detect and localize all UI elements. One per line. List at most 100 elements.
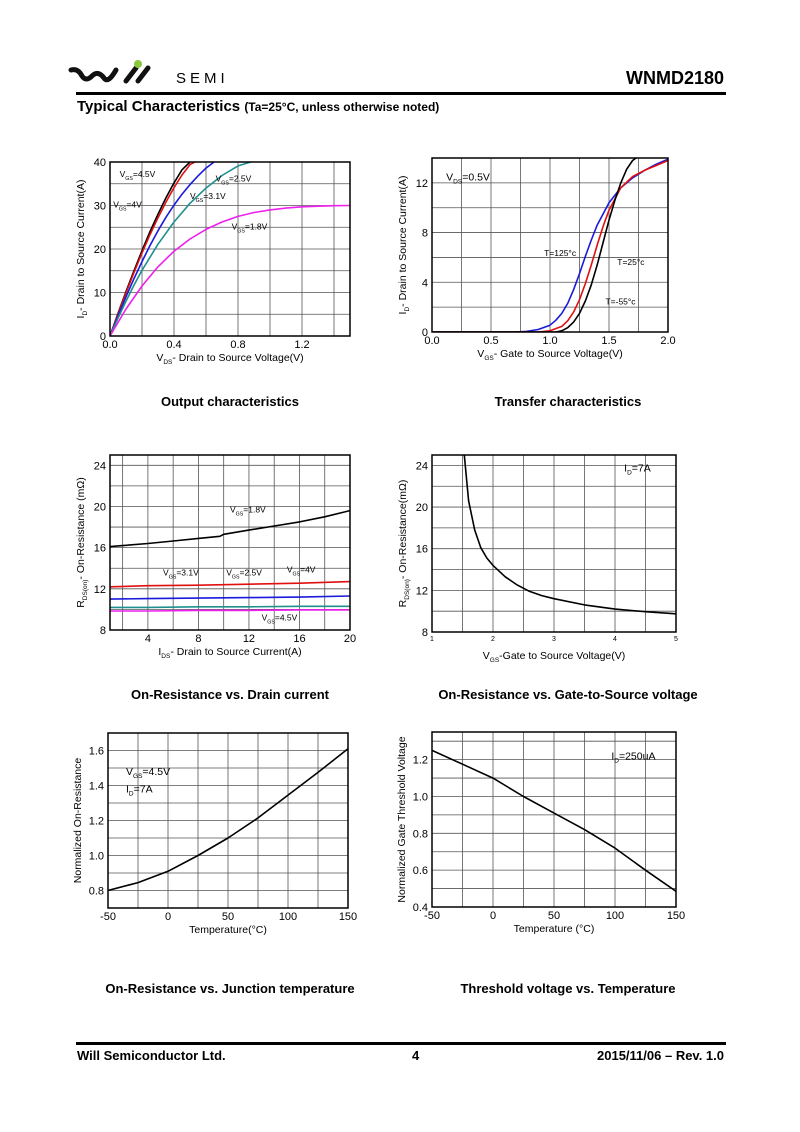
series-line-vgs-3-1v xyxy=(110,162,215,336)
y-tick-label: 16 xyxy=(94,543,106,555)
x-axis-label: Temperature(°C) xyxy=(189,924,267,936)
chart-threshold-vs-temperature: -50 0 50 100 150 0.4 0.6 0.8 1.0 1.2 Temperature (… xyxy=(396,731,685,935)
chart-output-characteristics: 0.0 0.4 0.8 1.2 0 10 20 30 40 VDS- Drain to Sourc… xyxy=(75,157,351,366)
x-tick-label: 20 xyxy=(344,633,356,645)
y-tick-label: 20 xyxy=(94,244,106,256)
y-tick-label: 1.4 xyxy=(89,781,104,793)
series-line-t-25-c xyxy=(432,159,668,332)
plot-frame xyxy=(109,161,351,337)
x-tick-label: 150 xyxy=(667,910,685,922)
y-tick-label: 20 xyxy=(94,501,106,513)
logo-dot-icon xyxy=(134,60,142,68)
x-tick-label: 1.0 xyxy=(542,335,557,347)
plot-frame xyxy=(109,454,351,631)
y-tick-label: 12 xyxy=(94,584,106,596)
plot-frame xyxy=(107,732,349,909)
x-tick-label: 0.4 xyxy=(166,339,181,351)
y-axis-label: ID- Drain to Source Current(A) xyxy=(397,176,411,315)
caption-output-characteristics: Output characteristics xyxy=(161,394,299,409)
series-line-vgs-2-5v xyxy=(110,580,350,588)
series-line-t-125-c xyxy=(432,158,668,332)
annotation-label: VGS=2.5V xyxy=(226,567,262,580)
annotation-label: VGS=1.8V xyxy=(232,221,268,234)
grid xyxy=(110,455,350,630)
x-axis-label: Temperature (°C) xyxy=(514,923,595,935)
x-tick-label: 50 xyxy=(222,911,234,923)
y-tick-label: 24 xyxy=(416,460,428,472)
y-tick-label: 1.2 xyxy=(89,816,104,828)
x-tick-label: 1.5 xyxy=(601,335,616,347)
section-subtitle: (Ta=25°C, unless otherwise noted) xyxy=(244,100,440,114)
grid xyxy=(432,732,676,907)
series-line-vgs-4-5v-id-7a xyxy=(108,748,348,892)
y-axis-label: Normalized On-Resistance xyxy=(72,758,84,884)
series-line-vgs-4-5v xyxy=(110,609,350,612)
series-line-vgs-1-8v xyxy=(110,509,350,548)
x-tick-label: 150 xyxy=(339,911,357,923)
annotation-label: T=125°c xyxy=(544,248,577,258)
caption-rds-vs-gate-voltage: On-Resistance vs. Gate-to-Source voltage xyxy=(438,687,698,702)
x-tick-label: 50 xyxy=(548,910,560,922)
section-title: Typical Characteristics (Ta=25°C, unless… xyxy=(77,98,439,115)
series-line-id-7a xyxy=(463,455,676,615)
y-tick-label: 1.2 xyxy=(413,755,428,767)
x-axis-label: VDS- Drain to Source Voltage(V) xyxy=(156,352,303,366)
grid xyxy=(432,158,668,332)
x-tick-label: 2.0 xyxy=(660,335,675,347)
y-tick-label: 10 xyxy=(94,288,106,300)
y-tick-label: 12 xyxy=(416,178,428,190)
y-tick-label: 0.6 xyxy=(413,865,428,877)
y-tick-label: 4 xyxy=(422,277,428,289)
x-tick-label: 100 xyxy=(606,910,624,922)
part-number: WNMD2180 xyxy=(625,68,724,88)
annotation-label: VGS=4V xyxy=(113,200,142,213)
x-tick-label: 5 xyxy=(674,636,678,643)
plot-frame xyxy=(431,454,677,633)
y-tick-label: 12 xyxy=(416,585,428,597)
x-tick-label: 3 xyxy=(552,636,556,643)
annotation-label: T=-55°c xyxy=(605,297,636,307)
series-line-vgs-2-5v xyxy=(110,162,252,336)
y-tick-label: 1.0 xyxy=(413,791,428,803)
annotation-label: ID=250uA xyxy=(611,751,655,765)
y-tick-label: 0.8 xyxy=(89,886,104,898)
footer-revision: 2015/11/06 – Rev. 1.0 xyxy=(597,1048,724,1063)
y-tick-label: 8 xyxy=(100,625,106,637)
series-line-vgs-1-8v xyxy=(110,204,350,336)
annotation-label: T=25°c xyxy=(617,257,645,267)
series-line-vgs-3-1v xyxy=(110,595,350,600)
y-tick-label: 1.6 xyxy=(89,746,104,758)
y-tick-label: 40 xyxy=(94,157,106,169)
will-semi-logo xyxy=(68,60,151,84)
chart-transfer-characteristics: 0.0 0.5 1.0 1.5 2.0 0 4 8 12 VGS- Gate to Source … xyxy=(397,157,676,362)
y-tick-label: 0.4 xyxy=(413,902,428,914)
x-tick-label: 1.2 xyxy=(294,339,309,351)
x-tick-label: 0 xyxy=(490,910,496,922)
x-tick-label: 0.5 xyxy=(483,335,498,347)
annotation-label: VDS=0.5V xyxy=(446,171,490,185)
annotation-label: VGS=1.8V xyxy=(230,505,266,518)
footer-divider xyxy=(76,1042,726,1045)
x-tick-label: 4 xyxy=(613,636,617,643)
plot-frame xyxy=(431,157,669,333)
x-tick-label: 16 xyxy=(293,633,305,645)
x-tick-label: 0.8 xyxy=(230,339,245,351)
section-title-text: Typical Characteristics xyxy=(77,98,241,115)
x-tick-label: -50 xyxy=(424,910,440,922)
y-tick-label: 24 xyxy=(94,460,106,472)
footer-page-number: 4 xyxy=(412,1048,420,1063)
series-line-vgs-4v xyxy=(110,162,196,336)
annotation-label: VGS=4.5V xyxy=(126,766,170,780)
x-tick-label: 12 xyxy=(243,633,255,645)
caption-rds-vs-temperature: On-Resistance vs. Junction temperature xyxy=(105,981,355,996)
brand-name: SEMI xyxy=(176,70,229,87)
x-tick-label: 0.0 xyxy=(102,339,117,351)
annotation-label: VGS=3.1V xyxy=(163,567,199,580)
x-axis-label: VGS- Gate to Source Voltage(V) xyxy=(477,348,622,362)
grid xyxy=(432,455,676,632)
grid xyxy=(110,162,350,336)
plot-frame xyxy=(431,731,677,908)
series-line-id-250ua xyxy=(432,749,676,892)
x-tick-label: 1 xyxy=(430,636,434,643)
annotation-label: VGS=3.1V xyxy=(190,191,226,204)
